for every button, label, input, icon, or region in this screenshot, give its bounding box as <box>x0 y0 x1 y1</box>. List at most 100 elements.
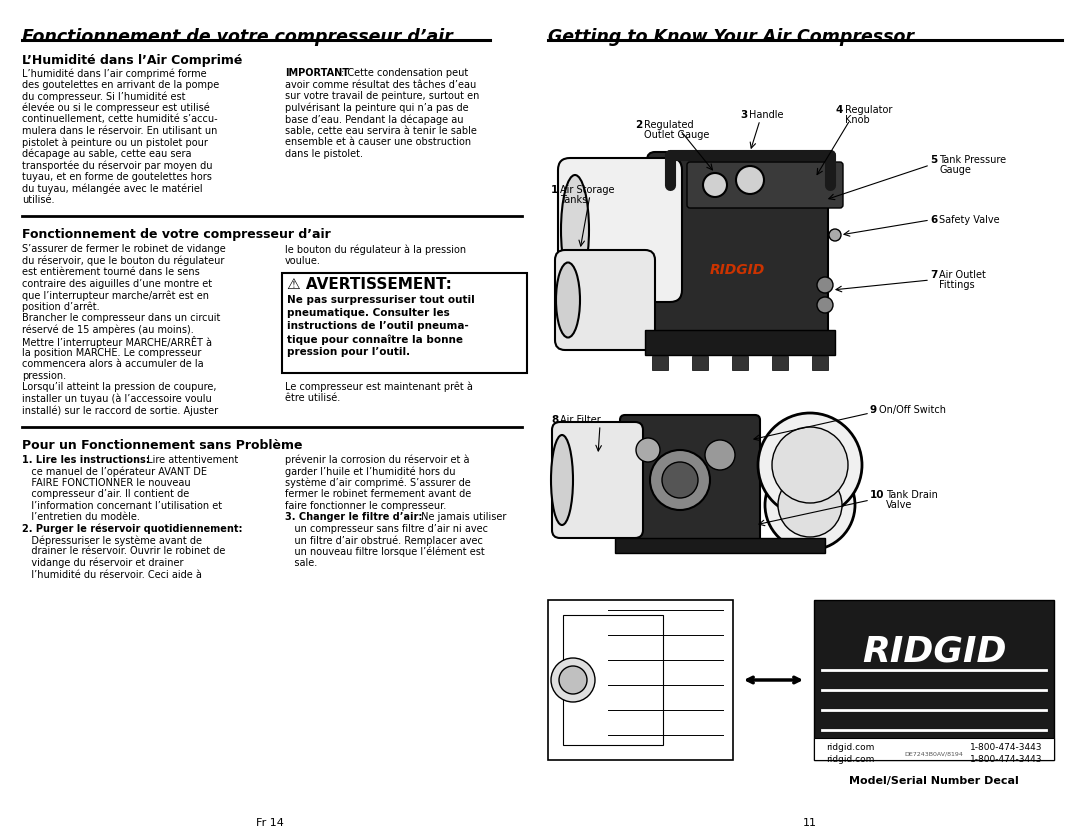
Text: Knob: Knob <box>845 115 869 125</box>
Text: ensemble et à causer une obstruction: ensemble et à causer une obstruction <box>285 137 471 147</box>
Circle shape <box>758 413 862 517</box>
Text: position d’arrêt.: position d’arrêt. <box>22 302 99 312</box>
Text: pression.: pression. <box>22 370 66 380</box>
Circle shape <box>559 666 588 694</box>
Circle shape <box>829 229 841 241</box>
Text: Valve: Valve <box>886 500 913 510</box>
Text: Lire attentivement: Lire attentivement <box>145 455 239 465</box>
Circle shape <box>705 440 735 470</box>
Bar <box>814 738 1054 760</box>
Bar <box>814 600 1054 760</box>
Text: 6: 6 <box>930 215 937 225</box>
Ellipse shape <box>551 435 573 525</box>
Text: instructions de l’outil pneuma-: instructions de l’outil pneuma- <box>287 321 469 331</box>
Text: du réservoir, que le bouton du régulateur: du réservoir, que le bouton du régulateu… <box>22 255 225 266</box>
Text: vidange du réservoir et drainer: vidange du réservoir et drainer <box>22 558 184 569</box>
Text: Tank Pressure: Tank Pressure <box>939 155 1007 165</box>
Text: Lorsqu’il atteint la pression de coupure,: Lorsqu’il atteint la pression de coupure… <box>22 382 216 392</box>
Text: installé) sur le raccord de sortie. Ajuster: installé) sur le raccord de sortie. Ajus… <box>22 405 218 415</box>
Text: Fonctionnement de votre compresseur d’air: Fonctionnement de votre compresseur d’ai… <box>22 28 453 46</box>
FancyBboxPatch shape <box>647 152 828 338</box>
Text: 4: 4 <box>836 105 843 115</box>
Text: un nouveau filtre lorsque l’élément est: un nouveau filtre lorsque l’élément est <box>285 546 485 557</box>
Text: pistolet à peinture ou un pistolet pour: pistolet à peinture ou un pistolet pour <box>22 137 207 148</box>
Text: dans le pistolet.: dans le pistolet. <box>285 148 363 158</box>
Bar <box>772 356 788 370</box>
Text: ce manuel de l’opérateur AVANT DE: ce manuel de l’opérateur AVANT DE <box>22 466 207 476</box>
FancyBboxPatch shape <box>555 250 654 350</box>
Text: commencera alors à accumuler de la: commencera alors à accumuler de la <box>22 359 204 369</box>
Text: Ne jamais utiliser: Ne jamais utiliser <box>418 512 505 522</box>
Bar <box>548 600 733 760</box>
Bar <box>692 356 708 370</box>
FancyBboxPatch shape <box>552 422 643 538</box>
Text: un filtre d’air obstrué. Remplacer avec: un filtre d’air obstrué. Remplacer avec <box>285 535 483 545</box>
Text: est entièrement tourné dans le sens: est entièrement tourné dans le sens <box>22 267 200 277</box>
Text: le bouton du régulateur à la pression: le bouton du régulateur à la pression <box>285 244 467 254</box>
Text: 1: 1 <box>551 185 558 195</box>
Text: Safety Valve: Safety Valve <box>939 215 1000 225</box>
Text: pulvérisant la peinture qui n’a pas de: pulvérisant la peinture qui n’a pas de <box>285 103 469 113</box>
Text: Getting to Know Your Air Compressor: Getting to Know Your Air Compressor <box>548 28 914 46</box>
Circle shape <box>636 438 660 462</box>
Text: 1. Lire les instructions:: 1. Lire les instructions: <box>22 455 150 465</box>
Text: Tanks: Tanks <box>561 195 588 205</box>
Bar <box>563 615 663 745</box>
Text: DE7243B0AV/8194: DE7243B0AV/8194 <box>905 752 963 757</box>
Text: continuellement, cette humidité s’accu-: continuellement, cette humidité s’accu- <box>22 114 218 124</box>
Circle shape <box>703 173 727 197</box>
Text: faire fonctionner le compresseur.: faire fonctionner le compresseur. <box>285 500 446 510</box>
Text: pneumatique. Consulter les: pneumatique. Consulter les <box>287 308 449 318</box>
Text: décapage au sable, cette eau sera: décapage au sable, cette eau sera <box>22 148 191 159</box>
Text: Fonctionnement de votre compresseur d’air: Fonctionnement de votre compresseur d’ai… <box>22 228 330 241</box>
Text: RIDGID: RIDGID <box>710 263 765 277</box>
Text: des goutelettes en arrivant de la pompe: des goutelettes en arrivant de la pompe <box>22 79 219 89</box>
Text: S’assurer de fermer le robinet de vidange: S’assurer de fermer le robinet de vidang… <box>22 244 226 254</box>
Text: Regulator: Regulator <box>845 105 892 115</box>
Bar <box>812 356 828 370</box>
Text: pression pour l’outil.: pression pour l’outil. <box>287 347 410 357</box>
Text: installer un tuyau (à l’accessoire voulu: installer un tuyau (à l’accessoire voulu <box>22 394 212 404</box>
Text: tique pour connaître la bonne: tique pour connaître la bonne <box>287 334 463 344</box>
Text: base d’eau. Pendant la décapage au: base d’eau. Pendant la décapage au <box>285 114 463 124</box>
Text: l’entretien du modèle.: l’entretien du modèle. <box>22 512 140 522</box>
Text: Fittings: Fittings <box>939 280 974 290</box>
Bar <box>615 538 825 553</box>
Text: du tuyau, mélangée avec le matériel: du tuyau, mélangée avec le matériel <box>22 183 203 193</box>
Text: 10: 10 <box>870 490 885 500</box>
Bar <box>732 356 748 370</box>
Text: Air Outlet: Air Outlet <box>939 270 986 280</box>
Text: Pour un Fonctionnement sans Problème: Pour un Fonctionnement sans Problème <box>22 439 302 451</box>
Text: contraire des aiguilles d’une montre et: contraire des aiguilles d’une montre et <box>22 279 212 289</box>
Text: 11: 11 <box>804 818 816 828</box>
Text: voulue.: voulue. <box>285 255 321 265</box>
Text: Outlet Gauge: Outlet Gauge <box>644 130 710 140</box>
Text: réservé de 15 ampères (au moins).: réservé de 15 ampères (au moins). <box>22 324 193 335</box>
Text: Dépressuriser le système avant de: Dépressuriser le système avant de <box>22 535 202 545</box>
Ellipse shape <box>561 175 589 285</box>
Text: mulera dans le réservoir. En utilisant un: mulera dans le réservoir. En utilisant u… <box>22 125 217 135</box>
Text: FAIRE FONCTIONNER le nouveau: FAIRE FONCTIONNER le nouveau <box>22 478 191 488</box>
Text: garder l’huile et l’humidité hors du: garder l’huile et l’humidité hors du <box>285 466 456 476</box>
Text: Brancher le compresseur dans un circuit: Brancher le compresseur dans un circuit <box>22 313 220 323</box>
Text: Tank Drain: Tank Drain <box>886 490 937 500</box>
Circle shape <box>772 427 848 503</box>
Text: sable, cette eau servira à tenir le sable: sable, cette eau servira à tenir le sabl… <box>285 125 477 135</box>
Text: 2: 2 <box>635 120 643 130</box>
Text: sale.: sale. <box>285 558 318 568</box>
Text: Regulated: Regulated <box>644 120 693 130</box>
Circle shape <box>778 473 842 537</box>
Text: : Cette condensation peut: : Cette condensation peut <box>341 68 469 78</box>
Circle shape <box>662 462 698 498</box>
Text: système d’air comprimé. S’assurer de: système d’air comprimé. S’assurer de <box>285 478 471 488</box>
Text: compresseur d’air. Il contient de: compresseur d’air. Il contient de <box>22 489 189 499</box>
Text: RIDGID: RIDGID <box>862 635 1007 669</box>
Circle shape <box>816 277 833 293</box>
Circle shape <box>735 166 764 194</box>
Text: l’humidité du réservoir. Ceci aide à: l’humidité du réservoir. Ceci aide à <box>22 570 202 580</box>
Ellipse shape <box>556 263 580 338</box>
Text: ridgid.com: ridgid.com <box>826 755 875 764</box>
Text: Air Storage: Air Storage <box>561 185 615 195</box>
Text: 3: 3 <box>740 110 747 120</box>
Text: un compresseur sans filtre d’air ni avec: un compresseur sans filtre d’air ni avec <box>285 524 488 534</box>
